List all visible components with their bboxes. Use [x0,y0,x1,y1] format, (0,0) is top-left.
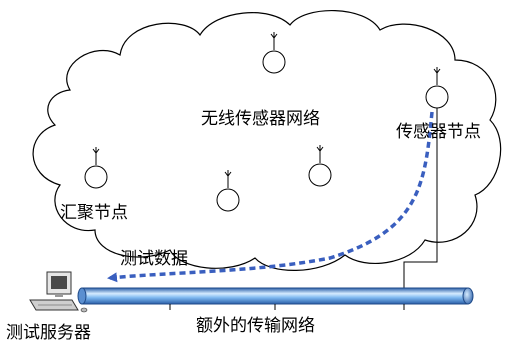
server-computer-icon [29,271,88,313]
node-middle-icon [308,145,332,187]
transport-network-pipe [77,287,474,310]
test-data-label: 测试数据 [120,249,188,269]
network-label: 无线传感器网络 [201,109,320,129]
sensor-node-label: 传感器节点 [396,122,481,142]
sink-node-icon [84,147,108,189]
extra-network-label: 额外的传输网络 [196,316,315,336]
network-cloud [32,9,502,271]
sensor-wire [403,108,438,288]
sink-node-label: 汇聚节点 [60,203,128,223]
test-data-path [107,111,434,283]
server-label: 测试服务器 [6,323,91,343]
node-bottom-icon [216,170,240,212]
node-top-icon [262,32,286,74]
